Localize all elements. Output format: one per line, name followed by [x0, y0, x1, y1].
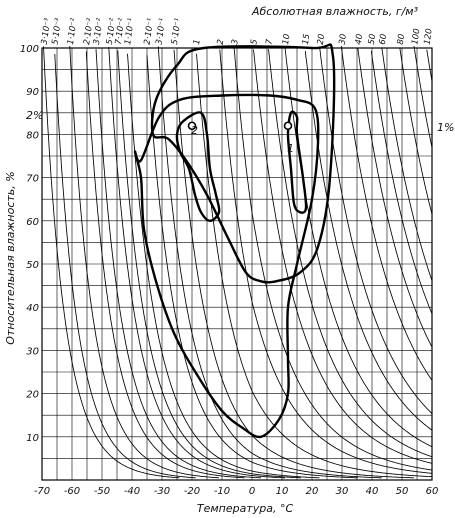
left-percent-label: 2%: [26, 109, 43, 122]
isoline: [219, 49, 433, 474]
isoline: [127, 53, 320, 479]
isoline: [426, 49, 433, 82]
region-2-label: 2: [191, 124, 198, 137]
top-tick-label: 7·10⁻²: [114, 17, 128, 46]
isoline: [146, 55, 358, 479]
isoline: [413, 46, 433, 148]
x-tick-label: -20: [184, 486, 200, 497]
y-tick-label: 50: [26, 260, 39, 271]
isoline: [157, 46, 382, 479]
top-tick-label: 15: [301, 33, 312, 45]
x-tick-label: 10: [276, 486, 289, 497]
x-tick-labels: -70 -60 -50 -40 -30 -20 -10 0 10 20 30 40 50 60: [34, 486, 439, 497]
x-tick-label: 20: [306, 486, 319, 497]
top-tick-label: 2·10⁻¹: [143, 17, 157, 45]
x-tick-label: 60: [426, 486, 439, 497]
top-tick-label: 2·10⁻²: [82, 17, 96, 46]
top-tick-label: 60: [378, 33, 389, 45]
top-tick-label: 30: [338, 33, 349, 45]
x-tick-label: 40: [366, 486, 379, 497]
isoline: [85, 51, 245, 479]
top-tick-label: 120: [423, 28, 435, 45]
isoline: [268, 49, 433, 458]
top-tick-label: 5·10⁻³: [50, 17, 64, 46]
isoline: [43, 46, 180, 479]
isoline: [196, 53, 433, 478]
top-tick-label: 50: [367, 33, 378, 45]
isoline: [173, 49, 414, 479]
x-tick-label: -30: [154, 486, 170, 497]
x-tick-label: 0: [249, 486, 255, 497]
x-tick-label: -50: [94, 486, 110, 497]
top-tick-label: 1·10⁻²: [66, 17, 80, 46]
y-tick-label: 40: [26, 303, 39, 314]
top-tick-label: 1·10⁻¹: [123, 17, 137, 45]
x-tick-label: -60: [64, 486, 80, 497]
isoline: [319, 46, 433, 414]
top-tick-label: 2: [216, 39, 227, 46]
y-axis-label: Относительная влажность, %: [4, 171, 17, 344]
top-tick-label: 5: [249, 39, 260, 46]
isoline: [357, 47, 433, 348]
y-tick-label: 70: [26, 174, 39, 185]
top-tick-label: 100: [410, 28, 422, 45]
isoline: [340, 45, 433, 381]
y-tick-label: 10: [26, 433, 39, 444]
isoline: [108, 46, 285, 479]
top-tick-label: 1: [192, 39, 203, 46]
y-tick-label: 20: [26, 390, 39, 401]
top-tick-label: 20: [316, 33, 327, 45]
isoline: [117, 50, 301, 479]
top-tick-label: 40: [354, 33, 365, 45]
grid: [42, 48, 432, 480]
chart-title: Абсолютная влажность, г/м³: [251, 5, 419, 18]
right-percent-label: 1%: [437, 121, 454, 134]
top-tick-label: 3·10⁻³: [40, 17, 54, 46]
isoline: [253, 49, 433, 464]
isoline: [69, 45, 219, 479]
isoline: [54, 53, 196, 479]
y-tick-labels: 10 20 30 40 50 60 70 80 90 100: [20, 44, 39, 444]
region-region-2: [175, 111, 221, 222]
plot-frame: [41, 47, 433, 481]
isoline: [304, 50, 433, 431]
y-tick-label: 30: [26, 346, 39, 357]
isoline: [284, 47, 433, 448]
y-tick-label: 60: [26, 217, 39, 228]
region-region-1: [286, 110, 308, 214]
isoline: [95, 49, 261, 479]
region-1-label: 1: [287, 142, 294, 155]
region-outer-top: [150, 43, 336, 284]
x-tick-label: 30: [336, 486, 349, 497]
isoline: [233, 46, 433, 471]
x-tick-label: -10: [214, 486, 230, 497]
top-tick-label: 3·10⁻¹: [154, 17, 168, 45]
isoline: [381, 47, 433, 281]
x-tick-label: -40: [124, 486, 140, 497]
regions: [133, 43, 336, 439]
y-tick-label: 90: [26, 87, 39, 98]
top-tick-label: 3·10⁻²: [92, 17, 106, 46]
top-tick-label: 7: [264, 38, 275, 45]
top-tick-label: 80: [396, 33, 407, 45]
top-tick-label: 3: [230, 39, 241, 46]
x-tick-label: -70: [34, 486, 50, 497]
top-tick-label: 5·10⁻¹: [170, 17, 184, 45]
region-outer-large: [133, 93, 320, 439]
top-tick-labels: 3·10⁻³5·10⁻³ 1·10⁻² 2·10⁻²3·10⁻² 5·10⁻²7·10…: [40, 17, 435, 46]
x-tick-label: 50: [396, 486, 409, 497]
region-marker: [283, 121, 293, 131]
y-tick-label: 80: [26, 130, 39, 141]
isoline: [370, 50, 433, 315]
top-tick-label: 10: [281, 33, 292, 45]
region-marker: [187, 121, 197, 131]
y-tick-label: 100: [20, 44, 39, 55]
x-axis-label: Температура, °C: [197, 502, 294, 515]
top-tick-label: 5·10⁻²: [105, 17, 119, 46]
isoline: [399, 47, 433, 215]
